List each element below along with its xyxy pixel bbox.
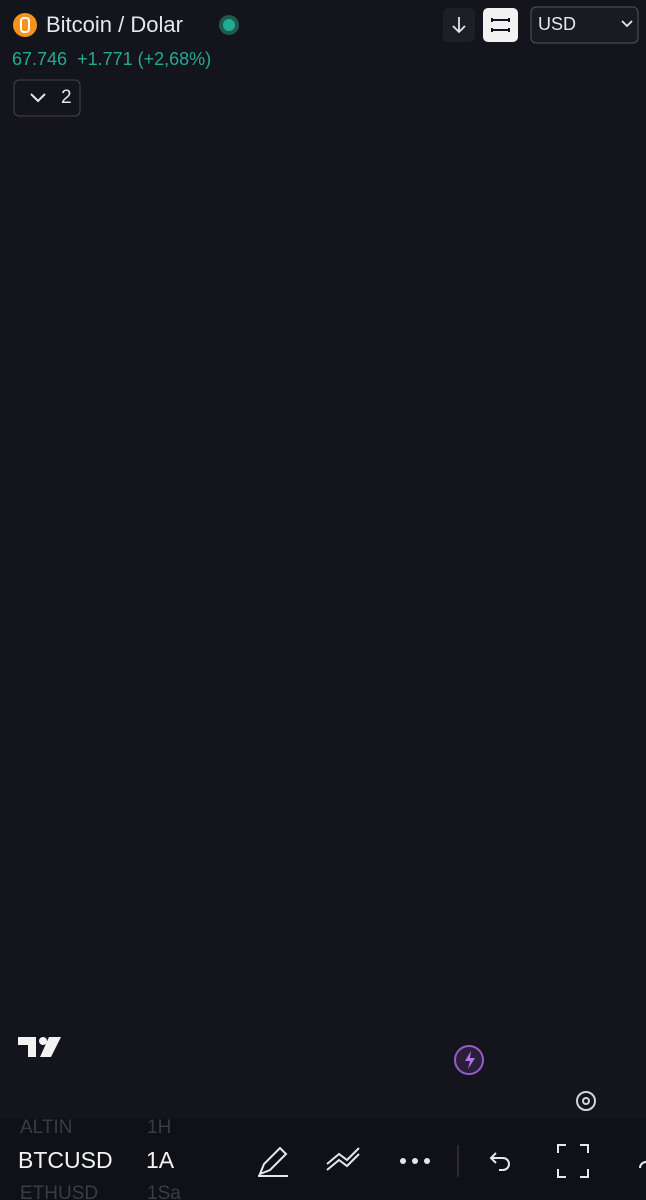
indicators-toggle[interactable] (13, 79, 81, 117)
settings-button[interactable] (576, 1091, 596, 1111)
currency-select[interactable] (530, 6, 639, 44)
fullscreen-button[interactable] (557, 1144, 589, 1178)
trend-tool[interactable] (326, 1147, 360, 1171)
bolt-icon (465, 1051, 475, 1069)
toolbar-interval[interactable]: 1A (146, 1147, 175, 1173)
tv-logo-dot (39, 1037, 47, 1045)
next-symbol[interactable]: ETHUSD (20, 1183, 98, 1200)
header-change: +1.771 (+2,68%) (77, 49, 211, 69)
tv-logo (18, 1037, 61, 1057)
price-line: 67.746 +1.771 (+2,68%) (12, 49, 211, 69)
currency-label: USD (538, 14, 576, 34)
undo-button[interactable] (489, 1152, 510, 1171)
download-icon (452, 17, 466, 34)
coin-glyph (20, 17, 30, 33)
indicators-chevron (30, 93, 46, 103)
fit-button[interactable] (483, 8, 518, 42)
more-button[interactable] (400, 1158, 430, 1164)
symbol-title[interactable]: Bitcoin / Dolar (46, 12, 183, 37)
settings-core (582, 1097, 590, 1105)
toolbar-symbol[interactable]: BTCUSD (18, 1147, 113, 1173)
header-price: 67.746 (12, 49, 67, 69)
currency-chevron (621, 20, 633, 28)
indicators-count: 2 (61, 87, 72, 108)
coin-icon (13, 13, 37, 37)
prev-interval[interactable]: 1H (147, 1117, 171, 1138)
next-interval[interactable]: 1Sa (147, 1183, 181, 1200)
draw-tool[interactable] (258, 1146, 288, 1177)
toolbar (0, 1118, 646, 1200)
prev-symbol[interactable]: ALTIN (20, 1117, 72, 1138)
fit-icon (491, 18, 510, 32)
market-status-dot (223, 19, 235, 31)
